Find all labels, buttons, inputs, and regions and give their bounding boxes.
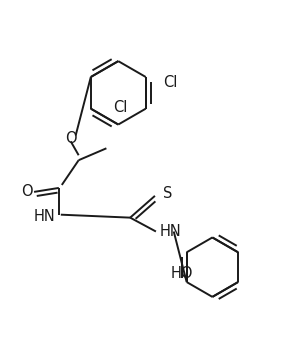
Text: Cl: Cl <box>113 100 127 114</box>
Text: O: O <box>21 184 33 199</box>
Text: HO: HO <box>171 266 193 281</box>
Text: HN: HN <box>160 224 182 239</box>
Text: HN: HN <box>34 209 56 224</box>
Text: O: O <box>65 131 76 146</box>
Text: S: S <box>163 186 172 201</box>
Text: Cl: Cl <box>163 76 178 90</box>
